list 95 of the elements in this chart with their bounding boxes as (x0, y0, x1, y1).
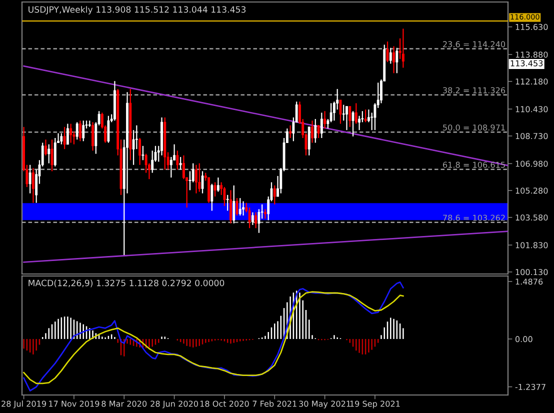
candlestick (201, 170, 204, 194)
candlestick (142, 145, 144, 161)
candlestick (198, 162, 201, 192)
candlestick (346, 106, 348, 131)
ref-line-label: 61.8 = 106.615 (443, 162, 505, 168)
y-tick-label: 1.4876 (516, 278, 543, 285)
candlestick (188, 170, 192, 191)
candlestick (230, 190, 232, 224)
x-tick-label: 28 Jun 2020 (150, 400, 198, 408)
ref-line-label: 23.6 = 114.240 (443, 41, 506, 48)
y-tick-label: 108.730 (516, 133, 548, 140)
candlestick (182, 154, 185, 180)
candlestick (254, 212, 258, 229)
candlestick (54, 137, 56, 168)
candlestick (352, 110, 354, 137)
candlestick (386, 40, 389, 63)
candlestick (358, 115, 361, 131)
x-tick-label: 7 Feb 2021 (252, 400, 296, 407)
candlestick (214, 182, 216, 198)
line-series (23, 291, 404, 384)
candlestick (242, 200, 244, 216)
candlestick (48, 144, 50, 164)
x-tick-label: 8 Mar 2020 (102, 400, 147, 407)
candlestick (308, 126, 310, 156)
candlestick (176, 150, 179, 170)
candlestick (389, 47, 392, 64)
candlestick (66, 123, 69, 145)
y-tick-label: 113.880 (516, 52, 548, 58)
line-series (23, 281, 404, 392)
candlestick (232, 184, 236, 224)
candlestick (317, 124, 320, 139)
y-tick-label: -1.2377 (515, 384, 546, 390)
ref-line-label: 78.6 = 103.262 (443, 214, 505, 221)
candlestick (311, 120, 314, 144)
candlestick (60, 132, 63, 145)
candlestick (392, 46, 395, 74)
y-tick-label: 112.180 (516, 78, 548, 85)
candlestick (210, 183, 214, 212)
y-tick-label: 110.430 (516, 106, 548, 112)
candlestick (289, 124, 292, 139)
text: 113.453 (510, 60, 543, 66)
candlestick (238, 198, 242, 216)
candlestick (70, 123, 72, 144)
candlestick (402, 28, 404, 68)
candlestick (50, 139, 54, 172)
candlestick (223, 186, 226, 207)
chart-title: MACD(12,26,9) 1.3275 1.1128 0.2792 0.0000 (28, 280, 224, 288)
y-tick-label: 101.830 (516, 242, 548, 248)
y-tick-label: 100.130 (516, 269, 548, 276)
candlestick (79, 120, 82, 142)
candlestick (348, 106, 352, 128)
candlestick (92, 122, 94, 152)
candlestick (248, 207, 251, 229)
candlestick (354, 102, 358, 124)
candlestick (342, 104, 345, 122)
candlestick (364, 108, 367, 123)
candlestick (324, 110, 326, 130)
y-tick-label: 105.280 (516, 188, 548, 194)
y-tick-label: 103.580 (516, 214, 548, 221)
candlestick (63, 126, 66, 150)
candlestick (28, 164, 32, 194)
x-tick-label: 18 Oct 2020 (200, 400, 249, 407)
candlestick (32, 167, 34, 204)
y-tick-label: 106.980 (516, 160, 548, 167)
ref-line-label: 38.2 = 111.326 (443, 87, 506, 94)
candlestick (138, 137, 142, 166)
ref-line-label: 50.0 = 108.971 (443, 124, 505, 131)
candlestick (107, 115, 110, 144)
candlestick (264, 208, 266, 220)
x-tick-label: 17 Nov 2019 (49, 400, 100, 407)
candlestick (151, 150, 154, 174)
candlestick (258, 208, 260, 234)
candlestick (314, 118, 317, 144)
candlestick (170, 156, 172, 178)
x-tick-label: 28 Jul 2019 (2, 400, 46, 408)
candlestick (236, 198, 238, 216)
candlestick (179, 156, 182, 170)
y-tick-label: 0.00 (515, 336, 532, 342)
candlestick (396, 47, 398, 74)
candlestick (44, 139, 47, 156)
candlestick (226, 194, 229, 212)
chart-title: USDJPY,Weekly 113.908 115.512 113.044 113.453 (28, 6, 246, 14)
y-tick-label: 115.630 (516, 24, 548, 30)
x-tick-label: 19 Sep 2021 (350, 400, 400, 408)
candlestick (216, 176, 220, 192)
candlestick (132, 130, 135, 166)
candlestick (82, 120, 85, 142)
candlestick (273, 184, 276, 205)
candlestick (76, 122, 78, 140)
candlestick (320, 112, 323, 139)
candlestick (208, 176, 210, 204)
candlestick (251, 212, 254, 226)
candlestick (195, 164, 198, 194)
x-tick-label: 30 May 2021 (299, 400, 350, 408)
candlestick (339, 99, 342, 124)
